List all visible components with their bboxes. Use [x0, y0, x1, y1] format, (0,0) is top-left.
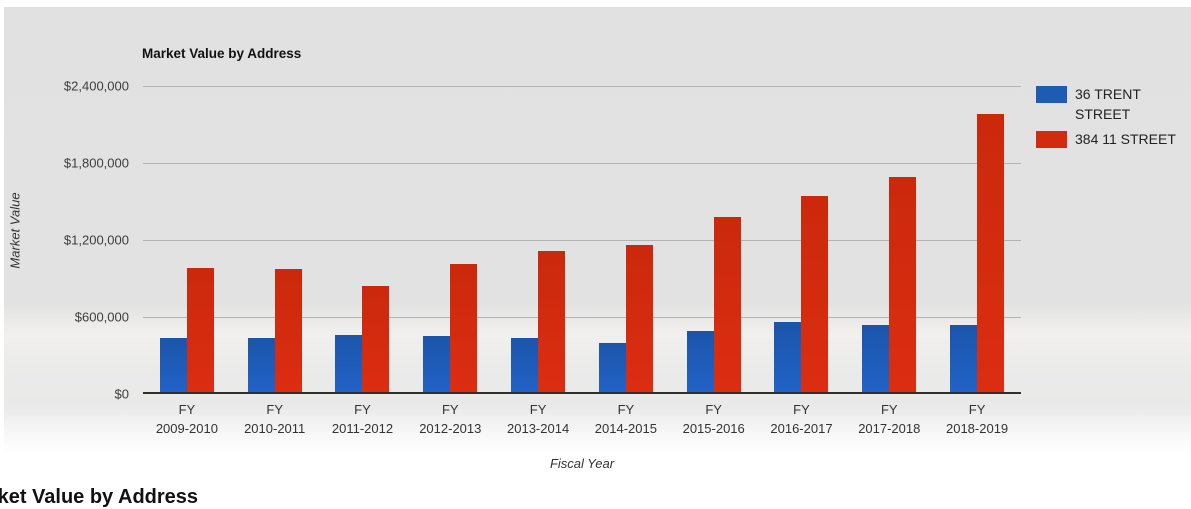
bar-36-trent-street [159, 337, 187, 394]
x-tick-label: FY 2015-2016 [682, 402, 745, 436]
bar-384-11-street [186, 267, 214, 394]
legend-swatch-384-11-street [1036, 131, 1067, 148]
bar-36-trent-street [950, 324, 978, 394]
bar-group [143, 86, 231, 394]
bar-group [494, 86, 582, 394]
bar-384-11-street [538, 250, 566, 394]
bar-384-11-street [625, 244, 653, 394]
legend-item: 36 TRENT STREET [1036, 84, 1191, 124]
bars-row [143, 86, 1021, 394]
bar-group [933, 86, 1021, 394]
x-tick-label: FY 2010-2011 [244, 402, 306, 436]
y-tick-label: $1,200,000 [63, 232, 129, 248]
bar-group [319, 86, 407, 394]
bar-384-11-street [889, 177, 917, 394]
y-tick-label: $1,800,000 [63, 155, 129, 171]
legend-label: 36 TRENT STREET [1075, 86, 1141, 122]
bar-384-11-street [801, 195, 829, 394]
x-axis-tick-labels: FY 2009-2010 FY 2010-2011 FY 2011-2012 FY 2012-… [143, 400, 1021, 438]
clipped-page-title: Market Value by Address [0, 486, 199, 508]
bar-36-trent-street [598, 342, 626, 394]
bar-36-trent-street [686, 331, 714, 394]
x-tick-label: FY 2016-2017 [770, 402, 833, 436]
bar-group [670, 86, 758, 394]
y-tick-label: $0 [114, 386, 129, 402]
y-axis-title: Market Value [7, 192, 23, 269]
legend: 36 TRENT STREET 384 11 STREET [1036, 84, 1191, 154]
y-tick-label: $600,000 [74, 309, 129, 325]
bar-36-trent-street [774, 322, 802, 394]
bar-384-11-street [274, 268, 302, 394]
bar-group [582, 86, 670, 394]
chart-title: Market Value by Address [142, 46, 302, 61]
bar-384-11-street [713, 216, 741, 394]
x-tick-label: FY 2017-2018 [858, 402, 921, 436]
legend-swatch-36-trent-street [1036, 86, 1067, 103]
gridline [143, 163, 1021, 164]
x-tick-label: FY 2011-2012 [331, 402, 394, 436]
bar-384-11-street [362, 285, 390, 394]
bar-36-trent-street [335, 334, 363, 394]
bar-36-trent-street [423, 335, 451, 394]
x-axis-title: Fiscal Year [549, 456, 615, 471]
bar-384-11-street [977, 114, 1005, 394]
x-axis-line [143, 392, 1021, 394]
x-tick-label: FY 2018-2019 [945, 402, 1009, 436]
gridline [143, 86, 1021, 87]
x-tick-label: FY 2009-2010 [155, 402, 218, 436]
bar-group [231, 86, 319, 394]
x-tick-label: FY 2013-2014 [507, 402, 570, 436]
bar-36-trent-street [247, 338, 275, 394]
x-tick-label: FY 2014-2015 [594, 402, 657, 436]
y-tick-label: $2,400,000 [63, 78, 129, 94]
bar-36-trent-street [862, 324, 890, 394]
gridline [143, 317, 1021, 318]
bar-group [406, 86, 494, 394]
bar-36-trent-street [511, 337, 539, 394]
bar-group [758, 86, 846, 394]
legend-item: 384 11 STREET [1036, 129, 1191, 149]
bar-group [845, 86, 933, 394]
legend-label: 384 11 STREET [1075, 131, 1176, 147]
chart-panel: Market Value by Address Market Value $0 $… [4, 7, 1191, 471]
plot-area: $0 $600,000 $1,200,000 $1,800,000 $2,400,000 [64, 79, 1021, 402]
bar-384-11-street [450, 263, 478, 394]
x-tick-label: FY 2012-2013 [419, 402, 482, 436]
gridline [143, 240, 1021, 241]
